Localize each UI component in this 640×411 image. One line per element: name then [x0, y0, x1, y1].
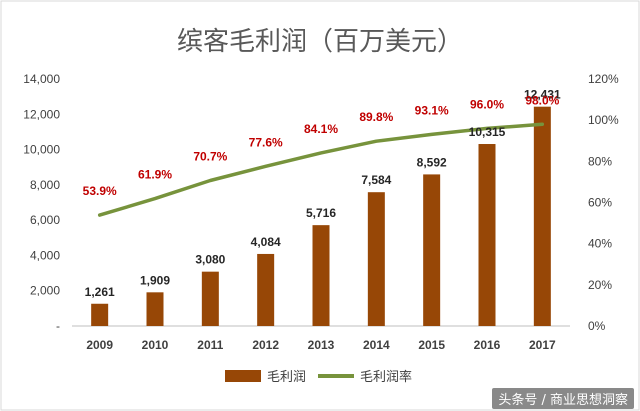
- bar-value-label: 1,261: [85, 285, 115, 299]
- y-right-tick-label: 60%: [588, 196, 612, 210]
- margin-value-label: 98.0%: [525, 93, 559, 107]
- y-right-tick-label: 100%: [588, 113, 619, 127]
- x-tick-label: 2013: [308, 338, 335, 352]
- margin-value-label: 70.7%: [193, 149, 227, 163]
- x-tick-label: 2017: [529, 338, 556, 352]
- bar-value-label: 10,315: [469, 125, 506, 139]
- bar-value-label: 8,592: [417, 155, 447, 169]
- bar: [423, 174, 441, 326]
- y-left-tick-label: 2,000: [30, 284, 60, 298]
- x-tick-label: 2015: [418, 338, 445, 352]
- bar-value-label: 3,080: [195, 253, 225, 267]
- margin-value-label: 96.0%: [470, 97, 504, 111]
- bar: [257, 253, 275, 326]
- bar: [146, 292, 164, 326]
- bar-value-label: 1,909: [140, 273, 170, 287]
- y-left-tick-label: 6,000: [30, 213, 60, 227]
- bar: [533, 106, 551, 326]
- margin-value-label: 77.6%: [249, 135, 283, 149]
- x-tick-label: 2011: [197, 338, 223, 352]
- bar-value-label: 4,084: [251, 235, 281, 249]
- x-tick-label: 2009: [86, 338, 113, 352]
- margin-value-label: 61.9%: [138, 168, 172, 182]
- y-right-tick-label: 80%: [588, 154, 612, 168]
- legend-swatch-gross-profit: [225, 370, 261, 382]
- x-tick-label: 2016: [474, 338, 501, 352]
- margin-value-label: 84.1%: [304, 122, 338, 136]
- bar-value-label: 5,716: [306, 206, 336, 220]
- x-tick-label: 2010: [142, 338, 169, 352]
- x-tick-label: 2012: [252, 338, 279, 352]
- bar-value-label: 7,584: [361, 173, 391, 187]
- margin-value-label: 89.8%: [359, 110, 393, 124]
- y-right-tick-label: 40%: [588, 237, 612, 251]
- bar: [91, 303, 109, 326]
- watermark: 头条号 / 商业思想洞察: [492, 388, 634, 409]
- y-left-tick-label: -: [56, 319, 60, 333]
- chart-title: 缤客毛利润（百万美元）: [177, 27, 463, 57]
- legend-label-gross-profit: 毛利润: [267, 369, 306, 384]
- bar: [367, 192, 385, 326]
- y-left-tick-label: 12,000: [23, 107, 60, 121]
- margin-value-label: 53.9%: [83, 184, 117, 198]
- y-right-tick-label: 120%: [588, 72, 619, 86]
- bar: [478, 144, 496, 326]
- y-left-tick-label: 14,000: [23, 72, 60, 86]
- margin-value-label: 93.1%: [415, 103, 449, 117]
- bar-value-label: 12,431: [524, 88, 561, 102]
- y-left-tick-label: 8,000: [30, 178, 60, 192]
- bar: [312, 225, 330, 326]
- y-right-tick-label: 0%: [588, 319, 606, 333]
- y-right-tick-label: 20%: [588, 278, 612, 292]
- y-left-tick-label: 4,000: [30, 248, 60, 262]
- legend-label-gross-margin: 毛利润率: [360, 369, 412, 384]
- bar: [201, 271, 219, 326]
- y-left-tick-label: 10,000: [23, 143, 60, 157]
- x-tick-label: 2014: [363, 338, 390, 352]
